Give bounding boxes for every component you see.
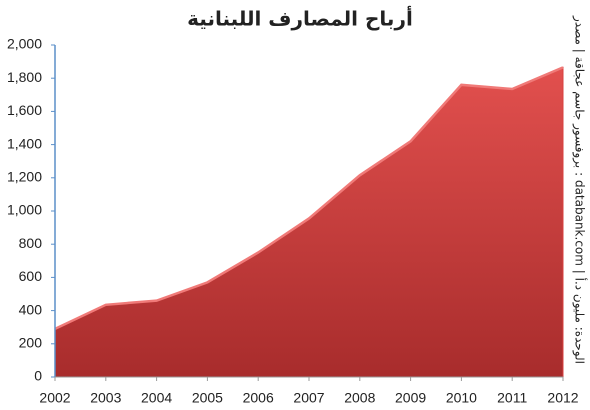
x-tick-label: 2004 (141, 390, 172, 406)
source-note: بروفسور جاسم عجاقة | مصدر : databank.com… (572, 15, 588, 364)
y-tick-label: 1,600 (7, 102, 42, 118)
y-tick-label: 800 (19, 235, 43, 251)
x-tick-label: 2007 (293, 390, 324, 406)
y-tick-label: 400 (19, 301, 43, 317)
x-tick-label: 2002 (39, 390, 70, 406)
x-tick-label: 2012 (547, 390, 578, 406)
x-tick-label: 2009 (395, 390, 426, 406)
x-tick-label: 2003 (90, 390, 121, 406)
x-tick-label: 2011 (497, 390, 527, 406)
y-tick-label: 1,000 (7, 202, 42, 218)
x-tick-label: 2005 (192, 390, 223, 406)
x-tick-label: 2008 (344, 390, 375, 406)
y-tick-label: 200 (19, 335, 43, 351)
y-tick-label: 600 (19, 268, 43, 284)
y-tick-label: 1,200 (7, 169, 42, 185)
y-tick-label: 1,800 (7, 69, 42, 85)
y-tick-label: 0 (34, 368, 42, 384)
area-top-line (54, 66, 564, 330)
y-tick-label: 1,400 (7, 135, 42, 151)
chart-title: أرباح المصارف اللبنانية (187, 5, 413, 31)
x-tick-label: 2006 (243, 390, 274, 406)
area (54, 66, 564, 378)
y-tick-label: 2,000 (7, 36, 42, 52)
x-tick-label: 2010 (446, 390, 477, 406)
